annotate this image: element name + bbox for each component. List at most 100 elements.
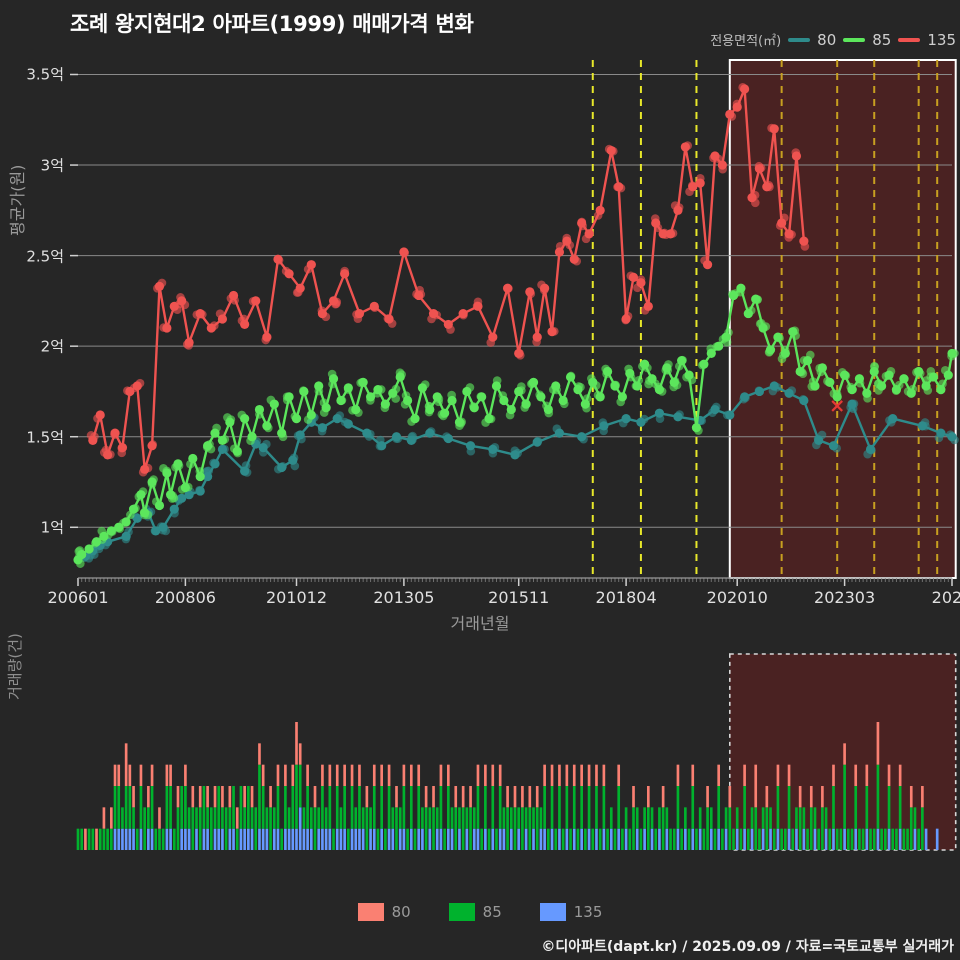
- data-point: [110, 428, 120, 438]
- bar-segment-135: [387, 828, 391, 850]
- bar-segment-135: [665, 828, 669, 850]
- data-point: [528, 377, 539, 387]
- bar-segment-85: [795, 807, 798, 829]
- bar-segment-135: [291, 828, 295, 850]
- bar-segment-85: [835, 828, 839, 850]
- bar-segment-80: [335, 764, 339, 786]
- bar-segment-80: [198, 786, 202, 808]
- data-point: [554, 247, 565, 257]
- data-point: [884, 370, 894, 380]
- bar-segment-85: [106, 828, 109, 850]
- bar-segment-135: [202, 828, 206, 850]
- data-point: [747, 193, 757, 203]
- data-point: [691, 423, 702, 433]
- bar-segment-80: [787, 764, 791, 786]
- legend-bottom-label-80: 80: [391, 903, 411, 921]
- bar-segment-135: [447, 828, 450, 850]
- data-point: [943, 370, 953, 380]
- bar-segment-80: [743, 764, 746, 786]
- bar-segment-85: [587, 786, 591, 829]
- data-point: [577, 218, 587, 228]
- bar-segment-80: [765, 786, 769, 808]
- data-point: [95, 410, 105, 420]
- bar-segment-85: [295, 764, 298, 829]
- data-point: [573, 385, 583, 395]
- bar-segment-80: [84, 828, 87, 850]
- data-point: [369, 301, 379, 311]
- bar-segment-85: [128, 786, 132, 829]
- data-point: [673, 412, 683, 422]
- bar-segment-80: [402, 764, 406, 786]
- bar-segment-85: [358, 786, 361, 829]
- main-ytick-label: 1.5억: [26, 428, 64, 447]
- bar-segment-80: [676, 764, 680, 786]
- bar-segment-85: [150, 786, 154, 829]
- data-point: [547, 327, 557, 337]
- data-point: [565, 372, 576, 382]
- bar-segment-135: [558, 828, 561, 850]
- bar-segment-85: [202, 786, 206, 829]
- bar-segment-80: [165, 764, 169, 786]
- bar-segment-85: [324, 807, 328, 829]
- bar-segment-135: [502, 828, 506, 850]
- bar-segment-135: [580, 828, 583, 850]
- legend-swatch-85: [843, 37, 866, 42]
- data-point: [132, 513, 142, 523]
- data-point: [121, 531, 131, 541]
- bar-segment-85: [469, 807, 472, 850]
- data-point: [543, 404, 553, 415]
- data-point: [773, 332, 783, 342]
- bar-segment-85: [917, 828, 920, 850]
- bar-segment-85: [584, 828, 587, 850]
- main-xtick-label: 2025: [931, 588, 960, 607]
- bar-segment-135: [369, 828, 372, 850]
- data-point: [269, 399, 279, 409]
- data-point: [588, 377, 598, 387]
- bar-segment-85: [761, 807, 765, 829]
- bar-segment-135: [602, 828, 606, 850]
- bar-segment-80: [921, 786, 924, 808]
- data-point: [84, 544, 94, 554]
- data-point: [462, 386, 472, 397]
- data-point: [121, 517, 131, 527]
- data-point: [684, 370, 694, 380]
- bar-segment-80: [887, 764, 891, 786]
- bar-segment-85: [361, 807, 365, 829]
- bar-segment-135: [121, 828, 124, 850]
- main-ytick-label: 2억: [40, 337, 64, 356]
- data-point: [784, 388, 794, 398]
- data-point: [258, 442, 268, 453]
- bar-segment-85: [884, 828, 887, 850]
- bar-segment-80: [350, 764, 354, 786]
- bar-segment-135: [658, 828, 661, 850]
- bar-segment-135: [465, 828, 469, 850]
- data-point: [388, 388, 398, 398]
- data-point: [765, 345, 776, 355]
- data-point: [465, 441, 476, 451]
- data-point: [169, 504, 179, 514]
- bar-segment-135: [232, 828, 235, 850]
- data-point: [625, 368, 635, 378]
- data-point: [377, 441, 387, 451]
- data-point: [551, 381, 561, 391]
- bar-segment-135: [358, 828, 361, 850]
- bar-segment-135: [339, 828, 343, 850]
- bar-segment-135: [509, 828, 513, 850]
- bar-segment-85: [839, 828, 843, 850]
- bar-segment-135: [132, 828, 135, 850]
- bar-segment-85: [261, 786, 265, 829]
- data-point: [688, 182, 698, 192]
- data-point: [947, 432, 957, 442]
- bar-segment-80: [865, 764, 869, 786]
- bar-segment-80: [572, 764, 576, 786]
- data-point: [184, 490, 194, 500]
- bar-segment-85: [509, 807, 513, 829]
- data-point: [595, 392, 605, 402]
- bar-segment-80: [221, 786, 224, 808]
- bar-segment-85: [91, 828, 95, 850]
- bar-segment-135: [532, 828, 535, 850]
- bar-segment-85: [743, 786, 746, 829]
- bar-segment-85: [80, 828, 84, 850]
- bar-segment-85: [406, 828, 409, 850]
- bar-segment-85: [391, 807, 395, 829]
